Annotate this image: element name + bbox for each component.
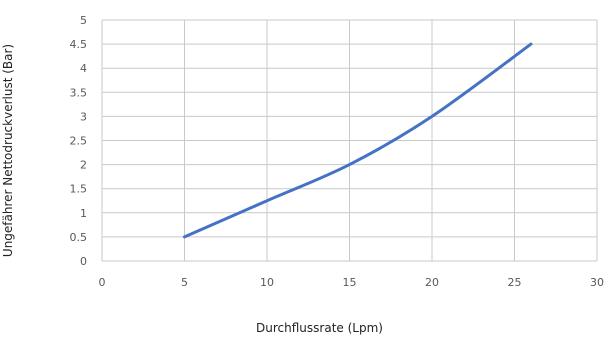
x-tick-label: 0 bbox=[99, 276, 106, 289]
y-tick-label: 4 bbox=[80, 62, 87, 75]
y-axis-title: Ungefährer Nettodruckverlust (Bar) bbox=[1, 44, 15, 257]
series-line-0 bbox=[183, 42, 533, 239]
x-tick-label: 10 bbox=[260, 276, 274, 289]
grid-layer bbox=[101, 19, 598, 262]
x-tick-label: 30 bbox=[590, 276, 604, 289]
y-tick-label: 1 bbox=[80, 207, 87, 220]
series-layer bbox=[183, 42, 533, 239]
x-tick-label: 15 bbox=[343, 276, 357, 289]
y-axis-ticks: 0 0.5 1 1.5 2 2.5 3 3.5 4 4.5 5 bbox=[70, 14, 88, 268]
y-tick-label: 2.5 bbox=[70, 135, 88, 148]
y-tick-label: 5 bbox=[80, 14, 87, 27]
x-tick-label: 25 bbox=[508, 276, 522, 289]
x-tick-label: 20 bbox=[425, 276, 439, 289]
x-axis-title: Durchflussrate (Lpm) bbox=[256, 321, 383, 335]
y-tick-label: 3.5 bbox=[70, 86, 88, 99]
y-tick-label: 2 bbox=[80, 159, 87, 172]
x-axis-ticks: 0 5 10 15 20 25 30 bbox=[99, 276, 605, 289]
x-tick-label: 5 bbox=[181, 276, 188, 289]
y-tick-label: 0.5 bbox=[70, 231, 88, 244]
y-tick-label: 4.5 bbox=[70, 38, 88, 51]
y-tick-label: 1.5 bbox=[70, 183, 88, 196]
y-tick-label: 0 bbox=[80, 255, 87, 268]
y-tick-label: 3 bbox=[80, 110, 87, 123]
